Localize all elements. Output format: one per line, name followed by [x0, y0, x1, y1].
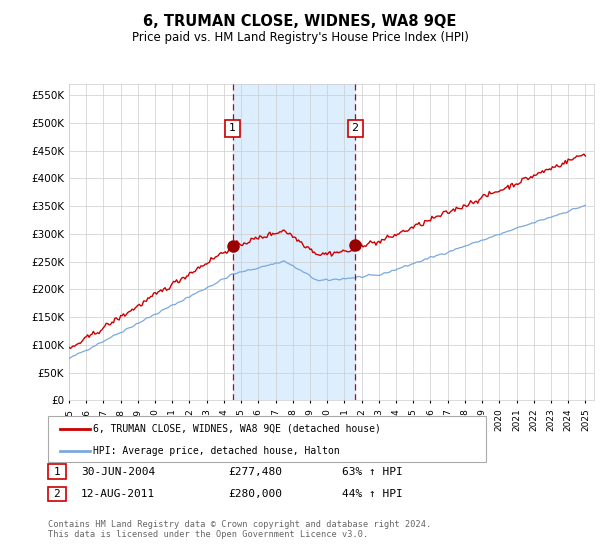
- Text: Contains HM Land Registry data © Crown copyright and database right 2024.
This d: Contains HM Land Registry data © Crown c…: [48, 520, 431, 539]
- Text: 1: 1: [53, 466, 61, 477]
- Text: 1: 1: [229, 123, 236, 133]
- Text: 2: 2: [352, 123, 359, 133]
- Text: 6, TRUMAN CLOSE, WIDNES, WA8 9QE: 6, TRUMAN CLOSE, WIDNES, WA8 9QE: [143, 14, 457, 29]
- Text: Price paid vs. HM Land Registry's House Price Index (HPI): Price paid vs. HM Land Registry's House …: [131, 31, 469, 44]
- Text: 63% ↑ HPI: 63% ↑ HPI: [342, 466, 403, 477]
- Text: 30-JUN-2004: 30-JUN-2004: [81, 466, 155, 477]
- Text: 6, TRUMAN CLOSE, WIDNES, WA8 9QE (detached house): 6, TRUMAN CLOSE, WIDNES, WA8 9QE (detach…: [93, 424, 381, 434]
- Text: 44% ↑ HPI: 44% ↑ HPI: [342, 489, 403, 499]
- Text: HPI: Average price, detached house, Halton: HPI: Average price, detached house, Halt…: [93, 446, 340, 455]
- Text: 2: 2: [53, 489, 61, 499]
- Text: 12-AUG-2011: 12-AUG-2011: [81, 489, 155, 499]
- Bar: [233, 84, 355, 400]
- Text: £277,480: £277,480: [228, 466, 282, 477]
- Text: £280,000: £280,000: [228, 489, 282, 499]
